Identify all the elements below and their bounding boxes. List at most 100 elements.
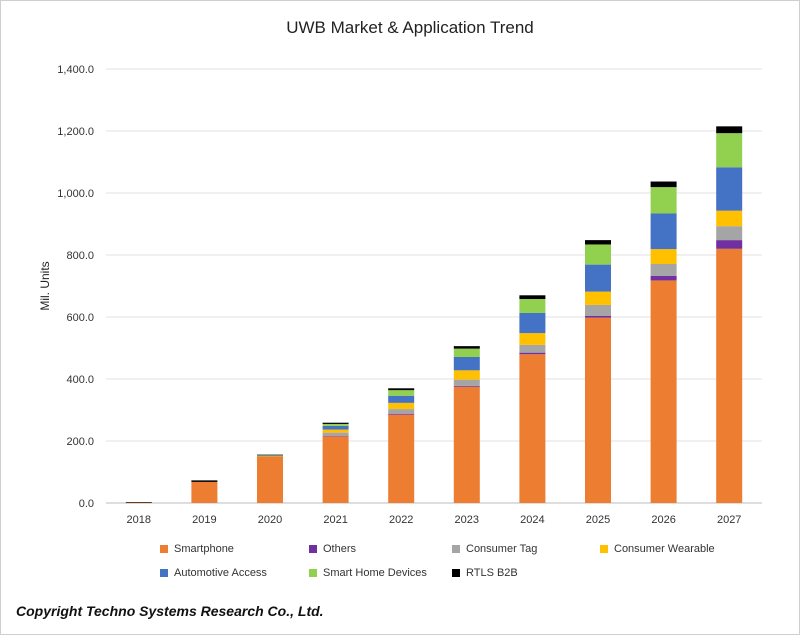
legend-swatch [309, 569, 317, 577]
bar-segment [322, 422, 349, 424]
y-tick-label: 1,200.0 [57, 126, 94, 138]
bar-segment [125, 502, 152, 504]
bar-segment [322, 436, 349, 503]
bar-segment [585, 315, 611, 318]
bars [125, 126, 743, 504]
bar-segment [519, 344, 546, 353]
bar-segment [716, 133, 743, 168]
x-tick-label: 2019 [192, 514, 216, 526]
bar-segment [585, 291, 611, 305]
legend-swatch [600, 545, 608, 553]
bar-segment [650, 213, 677, 250]
bar-segment [453, 386, 480, 503]
legend-swatch [160, 545, 168, 553]
bar-segment [585, 304, 611, 316]
bar-segment [716, 126, 743, 134]
bar-segment [716, 210, 743, 227]
bar-segment [585, 264, 611, 292]
legend-label: Consumer Tag [466, 543, 538, 555]
bar-segment [388, 413, 415, 415]
bar-segment [388, 402, 415, 410]
x-tick-labels: 2018 2019 2020 2021 2022 2023 2024 2025 2026 2027 [127, 514, 742, 526]
bar-segment [585, 240, 611, 245]
bar-segment [453, 379, 480, 386]
x-tick-label: 2026 [651, 514, 675, 526]
bar-segment [191, 480, 218, 482]
bar-segment [650, 275, 677, 281]
bar-segment [453, 370, 480, 380]
bar-segment [519, 299, 546, 313]
y-tick-label: 800.0 [66, 250, 94, 262]
bar-segment [716, 248, 743, 503]
bar-segment [585, 317, 611, 503]
bar-segment [453, 356, 480, 371]
chart-title: UWB Market & Application Trend [286, 18, 534, 37]
bar-segment [519, 352, 546, 355]
legend-label: Automotive Access [174, 567, 267, 579]
bar-segment [388, 390, 415, 396]
bar-segment [257, 456, 283, 503]
bar-segment [257, 456, 283, 457]
y-tick-label: 1,000.0 [57, 188, 94, 200]
y-axis-label: Mil. Units [38, 261, 52, 310]
bar-segment [388, 414, 415, 503]
legend-label: Others [323, 543, 357, 555]
legend-label: Smart Home Devices [323, 567, 427, 579]
bar-segment [191, 481, 218, 503]
legend-item: Smartphone [160, 543, 234, 555]
x-tick-label: 2024 [520, 514, 544, 526]
y-tick-label: 0.0 [79, 498, 94, 510]
legend-label: RTLS B2B [466, 567, 518, 579]
legend-item: Consumer Tag [452, 543, 537, 555]
bar-segment [257, 454, 283, 456]
bar-segment [453, 385, 480, 387]
y-tick-labels: 0.0 200.0 400.0 600.0 800.0 1,000.0 1,200.0 1,4… [57, 64, 94, 510]
y-tick-label: 1,400.0 [57, 64, 94, 76]
bar-segment [453, 348, 480, 357]
y-tick-label: 600.0 [66, 312, 94, 324]
bar-segment [650, 263, 677, 276]
bar-segment [257, 455, 283, 456]
x-tick-label: 2020 [258, 514, 282, 526]
bar-segment [650, 280, 677, 503]
legend-item: Automotive Access [160, 567, 267, 579]
bar-segment [322, 429, 349, 433]
x-tick-label: 2022 [389, 514, 413, 526]
legend-swatch [309, 545, 317, 553]
legend-swatch [160, 569, 168, 577]
x-tick-label: 2018 [127, 514, 151, 526]
legend-item: Smart Home Devices [309, 567, 427, 579]
bar-segment [388, 388, 415, 391]
bar-segment [650, 181, 677, 188]
legend-swatch [452, 545, 460, 553]
bar-segment [650, 187, 677, 214]
bar-segment [322, 435, 349, 437]
bar-segment [388, 395, 415, 403]
copyright-notice: Copyright Techno Systems Research Co., L… [16, 603, 324, 619]
x-tick-label: 2025 [586, 514, 610, 526]
y-tick-label: 400.0 [66, 374, 94, 386]
bar-segment [519, 354, 546, 503]
bar-segment [716, 226, 743, 241]
bar-segment [125, 502, 152, 503]
legend-item: Others [309, 543, 356, 555]
bar-segment [716, 167, 743, 211]
bar-segment [650, 249, 677, 264]
x-tick-label: 2021 [323, 514, 347, 526]
legend-item: RTLS B2B [452, 567, 518, 579]
x-tick-label: 2027 [717, 514, 741, 526]
legend-label: Consumer Wearable [614, 543, 715, 555]
bar-segment [322, 432, 349, 436]
bar-segment [519, 333, 546, 345]
bar-segment [322, 425, 349, 430]
legend-item: Consumer Wearable [600, 543, 715, 555]
y-tick-label: 200.0 [66, 436, 94, 448]
bar-segment [585, 244, 611, 265]
legend-swatch [452, 569, 460, 577]
bar-segment [257, 455, 283, 457]
bar-segment [453, 346, 480, 349]
bar-segment [257, 455, 283, 457]
bar-segment [716, 240, 743, 249]
legend-label: Smartphone [174, 543, 234, 555]
